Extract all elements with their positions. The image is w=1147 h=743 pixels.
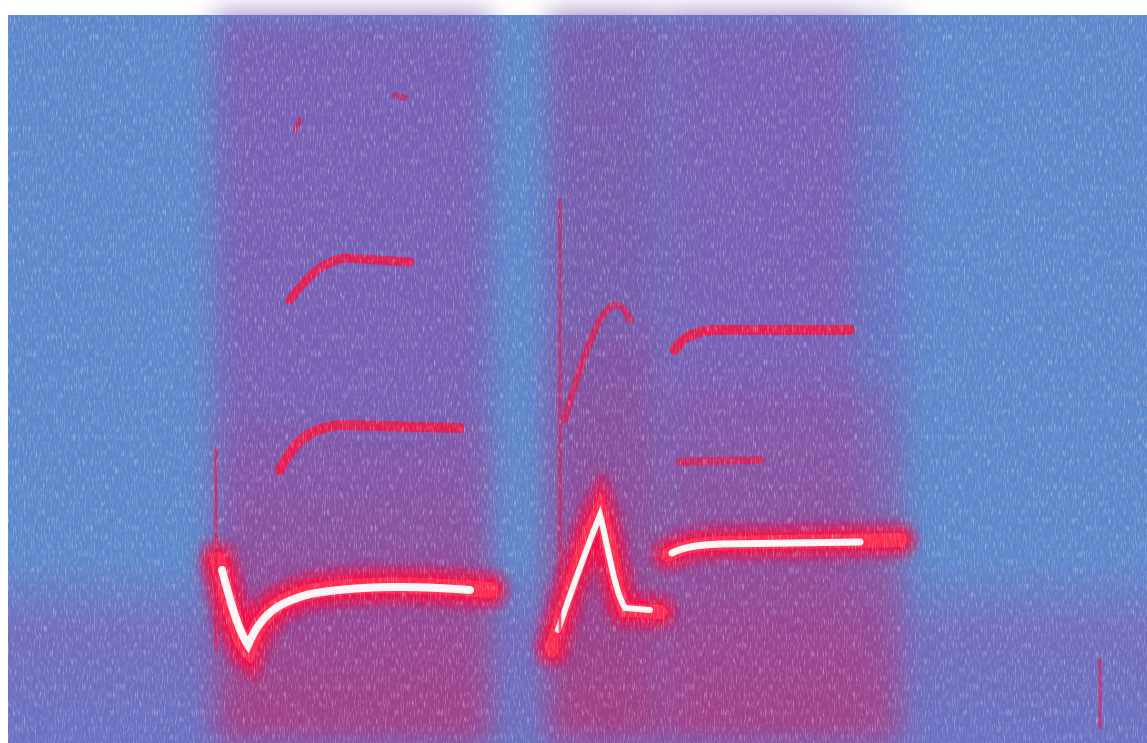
noise [8, 15, 1147, 743]
spectrogram [0, 0, 1147, 743]
page [0, 0, 1147, 743]
